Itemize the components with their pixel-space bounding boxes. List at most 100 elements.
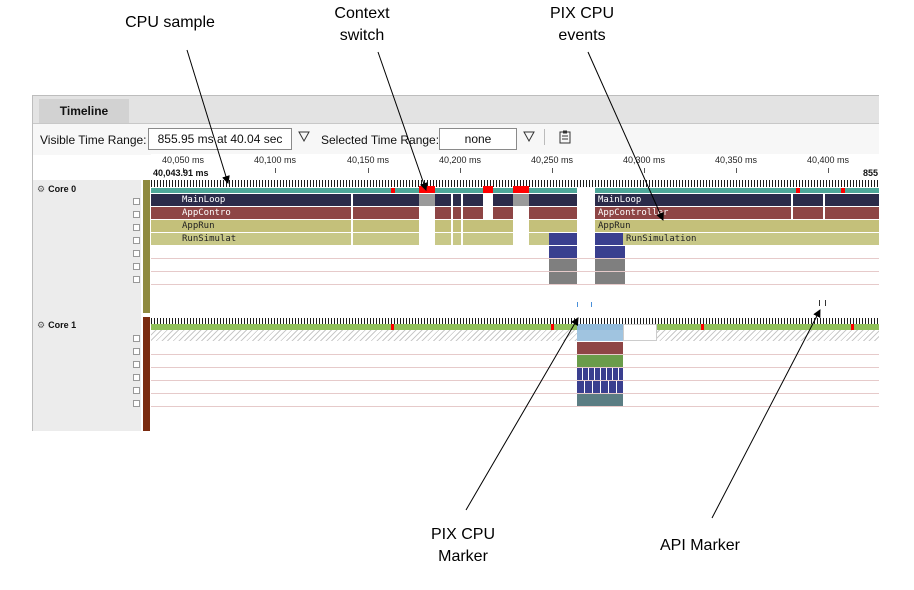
time-ruler[interactable]: 40,050 ms 40,100 ms 40,150 ms 40,200 ms … <box>151 154 879 180</box>
row-checkbox[interactable] <box>133 263 140 270</box>
nested-event-block[interactable] <box>595 272 625 284</box>
cpu-sample-tick <box>595 318 596 324</box>
funnel-icon[interactable] <box>298 130 310 146</box>
event-appcontroller-seg2[interactable] <box>595 207 879 219</box>
nested-event-block[interactable] <box>595 233 623 245</box>
nested-event-block[interactable] <box>549 259 577 271</box>
event-apprun-2[interactable]: AppRun <box>598 221 631 231</box>
event-appcontroller-2[interactable]: AppController <box>598 208 669 218</box>
cpu-sample-tick <box>877 180 878 187</box>
event-mainloop[interactable]: MainLoop <box>179 194 419 206</box>
api-marker[interactable] <box>825 300 826 306</box>
cpu-sample-tick <box>376 318 377 324</box>
row-checkbox[interactable] <box>133 198 140 205</box>
api-marker[interactable] <box>819 300 820 306</box>
cpu-sample-tick <box>226 180 227 187</box>
cpu-sample-tick <box>583 318 584 324</box>
cpu-sample-tick <box>262 180 263 187</box>
core-1-label[interactable]: ⚙ Core 1 <box>37 320 77 330</box>
cpu-sample-tick <box>673 318 674 324</box>
core1-event-block[interactable] <box>577 394 623 406</box>
gap <box>513 207 529 245</box>
cpu-sample-tick <box>283 318 284 324</box>
row-checkbox[interactable] <box>133 250 140 257</box>
cpu-sample-tick <box>187 318 188 324</box>
event-runsimulation[interactable]: RunSimulat <box>179 233 237 245</box>
cpu-sample-tick <box>574 180 575 187</box>
toolbar: Visible Time Range: 855.95 ms at 40.04 s… <box>33 124 879 155</box>
timeline-lanes[interactable]: MainLoop AppContro AppRun RunSimulat Mai… <box>151 180 879 431</box>
callout-pix-cpu-marker: PIX CPU Marker <box>430 526 495 565</box>
event-apprun-seg2[interactable] <box>595 220 879 232</box>
nested-event-block[interactable] <box>549 272 577 284</box>
core-0-label[interactable]: ⚙ Core 0 <box>37 184 77 194</box>
core1-event-block[interactable] <box>577 368 623 380</box>
cpu-sample-tick <box>223 318 224 324</box>
row-checkbox[interactable] <box>133 211 140 218</box>
event-appcontroller-seg[interactable] <box>435 207 577 219</box>
event-mainloop-2[interactable]: MainLoop <box>598 195 642 205</box>
funnel-icon[interactable] <box>523 130 535 146</box>
event-runsim-seg2[interactable] <box>623 233 879 245</box>
nested-event-block[interactable] <box>549 233 577 245</box>
core1-event-block[interactable] <box>577 342 623 354</box>
cpu-sample-tick <box>379 180 380 187</box>
row-checkbox[interactable] <box>133 276 140 283</box>
cpu-sample-tick <box>436 180 437 187</box>
row-checkbox[interactable] <box>133 335 140 342</box>
event-runsim-seg[interactable] <box>435 233 577 245</box>
row-checkbox[interactable] <box>133 387 140 394</box>
event-appcontroller[interactable]: AppContro <box>179 207 237 219</box>
cpu-sample-tick <box>862 318 863 324</box>
cpu-sample-tick <box>598 318 599 324</box>
event-appcontroller-left[interactable] <box>151 207 179 219</box>
cpu-sample-tick <box>628 318 629 324</box>
event-appcontroller-seg[interactable] <box>237 207 419 219</box>
row-checkbox[interactable] <box>133 237 140 244</box>
event-runsim-seg[interactable] <box>237 233 419 245</box>
cpu-sample-tick <box>580 180 581 187</box>
cpu-sample-tick <box>457 318 458 324</box>
visible-range-input[interactable]: 855.95 ms at 40.04 sec <box>148 128 292 150</box>
event-apprun[interactable]: AppRun <box>179 220 419 232</box>
core1-event-block[interactable] <box>577 330 623 341</box>
core1-event-block[interactable] <box>577 355 623 367</box>
cpu-sample-tick <box>280 318 281 324</box>
cpu-sample-tick <box>625 180 626 187</box>
cpu-sample-tick <box>823 318 824 324</box>
cpu-sample-tick <box>229 180 230 187</box>
event-runsim-left[interactable] <box>151 233 179 245</box>
cpu-sample-tick <box>451 318 452 324</box>
row-checkbox[interactable] <box>133 224 140 231</box>
pix-marker[interactable] <box>577 302 578 307</box>
pix-marker[interactable] <box>591 302 592 307</box>
row-checkbox[interactable] <box>133 374 140 381</box>
event-mainloop-seg[interactable] <box>435 194 577 206</box>
current-time-label: 40,043.91 ms <box>153 168 209 178</box>
nested-event-block[interactable] <box>549 246 577 258</box>
row-checkbox[interactable] <box>133 348 140 355</box>
core1-event-block[interactable] <box>577 324 623 330</box>
row-divider <box>151 354 879 355</box>
tick-mark <box>644 168 645 173</box>
selected-range-input[interactable]: none <box>439 128 517 150</box>
nested-event-block[interactable] <box>595 259 625 271</box>
cpu-sample-tick <box>820 318 821 324</box>
core1-event-block[interactable] <box>577 381 623 393</box>
event-mainloop-left[interactable] <box>151 194 179 206</box>
row-checkbox[interactable] <box>133 361 140 368</box>
cpu-sample-tick <box>709 318 710 324</box>
event-mainloop-seg2[interactable] <box>595 194 879 206</box>
cpu-sample-tick <box>349 318 350 324</box>
event-apprun-seg[interactable] <box>435 220 577 232</box>
cpu-sample-tick <box>193 318 194 324</box>
tab-timeline[interactable]: Timeline <box>39 99 129 123</box>
cpu-sample-tick <box>484 180 485 187</box>
clipboard-icon[interactable] <box>559 130 571 147</box>
nested-event-block[interactable] <box>595 246 625 258</box>
cpu-sample-tick <box>466 180 467 187</box>
row-checkbox[interactable] <box>133 400 140 407</box>
event-runsimulation-2[interactable]: RunSimulation <box>626 234 697 244</box>
event-apprun-left[interactable] <box>151 220 179 232</box>
cpu-sample-tick <box>736 180 737 187</box>
